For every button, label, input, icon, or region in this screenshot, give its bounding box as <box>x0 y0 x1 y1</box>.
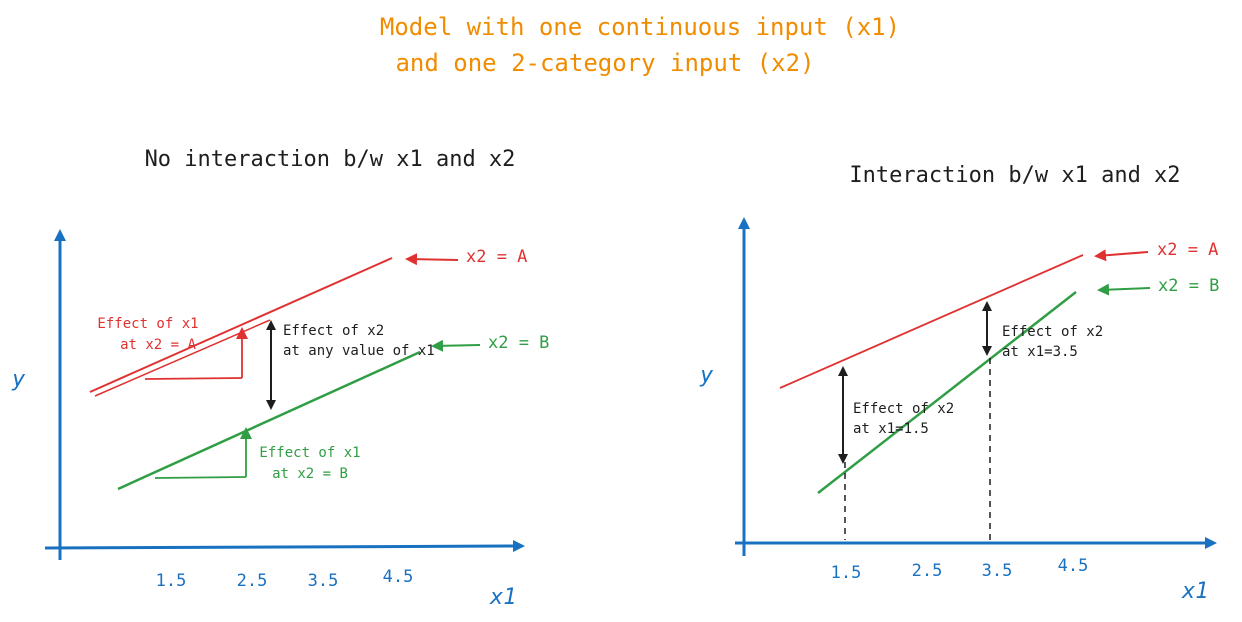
left-x-axis <box>44 540 525 553</box>
left-effect-x2-line-1: Effect of x2 <box>283 323 384 339</box>
left-subtitle: No interaction b/w x1 and x2 <box>145 147 516 172</box>
left-panel: No interaction b/w x1 and x2 y x1 1.5 2.… <box>11 147 549 610</box>
left-effect-x1-a-line-1: Effect of x1 <box>97 316 198 332</box>
left-label-a-arrow <box>405 253 459 266</box>
left-effect-x1-b-line-2: at x2 = B <box>272 466 348 482</box>
right-line-a <box>779 254 1084 389</box>
left-effect-x2-line-2: at any value of x1 <box>283 343 435 359</box>
right-effect-x2-35-line-1: Effect of x2 <box>1002 324 1103 340</box>
left-x-label: x1 <box>489 585 517 610</box>
left-line-a <box>89 257 393 393</box>
left-tick-2: 2.5 <box>237 571 268 591</box>
right-y-label: y <box>699 363 714 388</box>
right-label-b: x2 = B <box>1158 276 1219 296</box>
title-line-2: and one 2-category input (x2) <box>395 49 814 77</box>
right-label-a-arrow <box>1094 249 1149 262</box>
left-label-a: x2 = A <box>466 247 527 267</box>
right-line-b <box>817 291 1077 494</box>
left-b-run <box>154 476 247 479</box>
right-tick-2: 2.5 <box>912 561 943 581</box>
left-label-b: x2 = B <box>488 333 549 353</box>
right-effect-x2-15-line-1: Effect of x2 <box>853 401 954 417</box>
right-panel: Interaction b/w x1 and x2 y x1 1.5 2.5 3… <box>699 163 1219 604</box>
title-line-1: Model with one continuous input (x1) <box>380 13 900 41</box>
left-effect-x1-a-line-2: at x2 = A <box>120 337 196 353</box>
right-effect-x2-15-line-2: at x1=1.5 <box>853 421 929 437</box>
right-tick-1: 1.5 <box>831 563 862 583</box>
left-tick-1: 1.5 <box>156 571 187 591</box>
left-y-label: y <box>11 367 26 392</box>
right-tick-4: 4.5 <box>1058 556 1089 576</box>
right-label-a: x2 = A <box>1157 240 1218 260</box>
right-label-b-arrow <box>1097 283 1151 296</box>
right-subtitle: Interaction b/w x1 and x2 <box>849 163 1180 188</box>
right-x-label: x1 <box>1181 579 1209 604</box>
left-effect-x1-b-line-1: Effect of x1 <box>259 445 360 461</box>
right-effect-x2-35-line-2: at x1=3.5 <box>1002 344 1078 360</box>
left-tick-3: 3.5 <box>308 571 339 591</box>
left-label-b-arrow <box>431 339 481 352</box>
right-tick-3: 3.5 <box>982 561 1013 581</box>
left-tick-4: 4.5 <box>383 567 414 587</box>
left-a-run <box>144 377 243 380</box>
left-line-b <box>117 350 421 491</box>
